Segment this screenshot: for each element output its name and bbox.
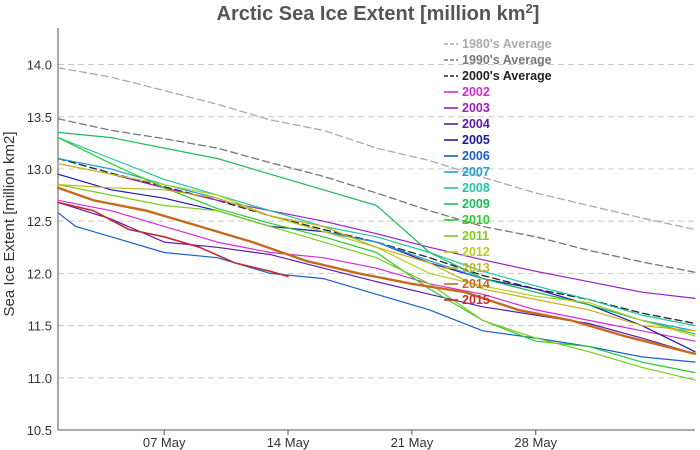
y-tick-label: 13.0 xyxy=(27,162,52,177)
legend-label: 1990's Average xyxy=(462,53,552,67)
chart-title: Arctic Sea Ice Extent [million km2] xyxy=(217,1,540,25)
legend-label: 2004 xyxy=(462,117,490,131)
series-line-2011 xyxy=(57,184,696,381)
legend-label: 2009 xyxy=(462,197,490,211)
x-tick-label: 14 May xyxy=(267,435,310,450)
legend-label: 2002 xyxy=(462,85,490,99)
y-tick-label: 14.0 xyxy=(27,58,52,73)
x-tick-label: 28 May xyxy=(514,435,557,450)
legend-label: 2006 xyxy=(462,149,490,163)
series-line-2005 xyxy=(57,173,696,353)
legend-label: 2011 xyxy=(462,229,489,243)
y-tick-label: 12.5 xyxy=(27,214,52,229)
legend: 1980's Average 1990's Average 2000's Avera… xyxy=(444,37,552,307)
legend-label: 1980's Average xyxy=(462,37,552,51)
legend-label: 2000's Average xyxy=(462,69,552,83)
y-tick-label: 12.0 xyxy=(27,266,52,281)
series-line-2014 xyxy=(56,186,697,355)
y-tick-label: 10.5 xyxy=(27,423,52,438)
y-tick-label: 11.0 xyxy=(28,371,52,386)
legend-label: 2007 xyxy=(462,165,490,179)
y-tick-label: 11.5 xyxy=(28,319,52,334)
legend-label: 2010 xyxy=(462,213,490,227)
x-tick-label: 07 May xyxy=(143,435,186,450)
legend-label: 2014 xyxy=(462,277,490,291)
legend-label: 2003 xyxy=(462,101,490,115)
series-line-2004 xyxy=(57,201,696,355)
legend-label: 2012 xyxy=(462,245,490,259)
y-tick-label: 13.5 xyxy=(27,110,52,125)
title-superscript: 2 xyxy=(526,1,533,16)
legend-label: 2008 xyxy=(462,181,490,195)
y-axis-label: Sea Ice Extent [million km2] xyxy=(1,131,18,316)
legend-label: 2013 xyxy=(462,261,490,275)
series-line-2002 xyxy=(57,199,696,342)
series-line-2013 xyxy=(57,184,696,332)
x-tick-label: 21 May xyxy=(391,435,434,450)
series-line-2008 xyxy=(57,137,696,327)
series-line-2009 xyxy=(57,131,696,335)
series-line-2015 xyxy=(57,201,289,278)
legend-label: 2015 xyxy=(462,293,490,307)
series-lines xyxy=(56,67,697,381)
legend-label: 2005 xyxy=(462,133,490,147)
axes: 10.5 11.0 11.5 12.0 12.5 13.0 13.5 14.0 07 May 14… xyxy=(27,28,695,450)
series-line-2010 xyxy=(57,137,696,374)
